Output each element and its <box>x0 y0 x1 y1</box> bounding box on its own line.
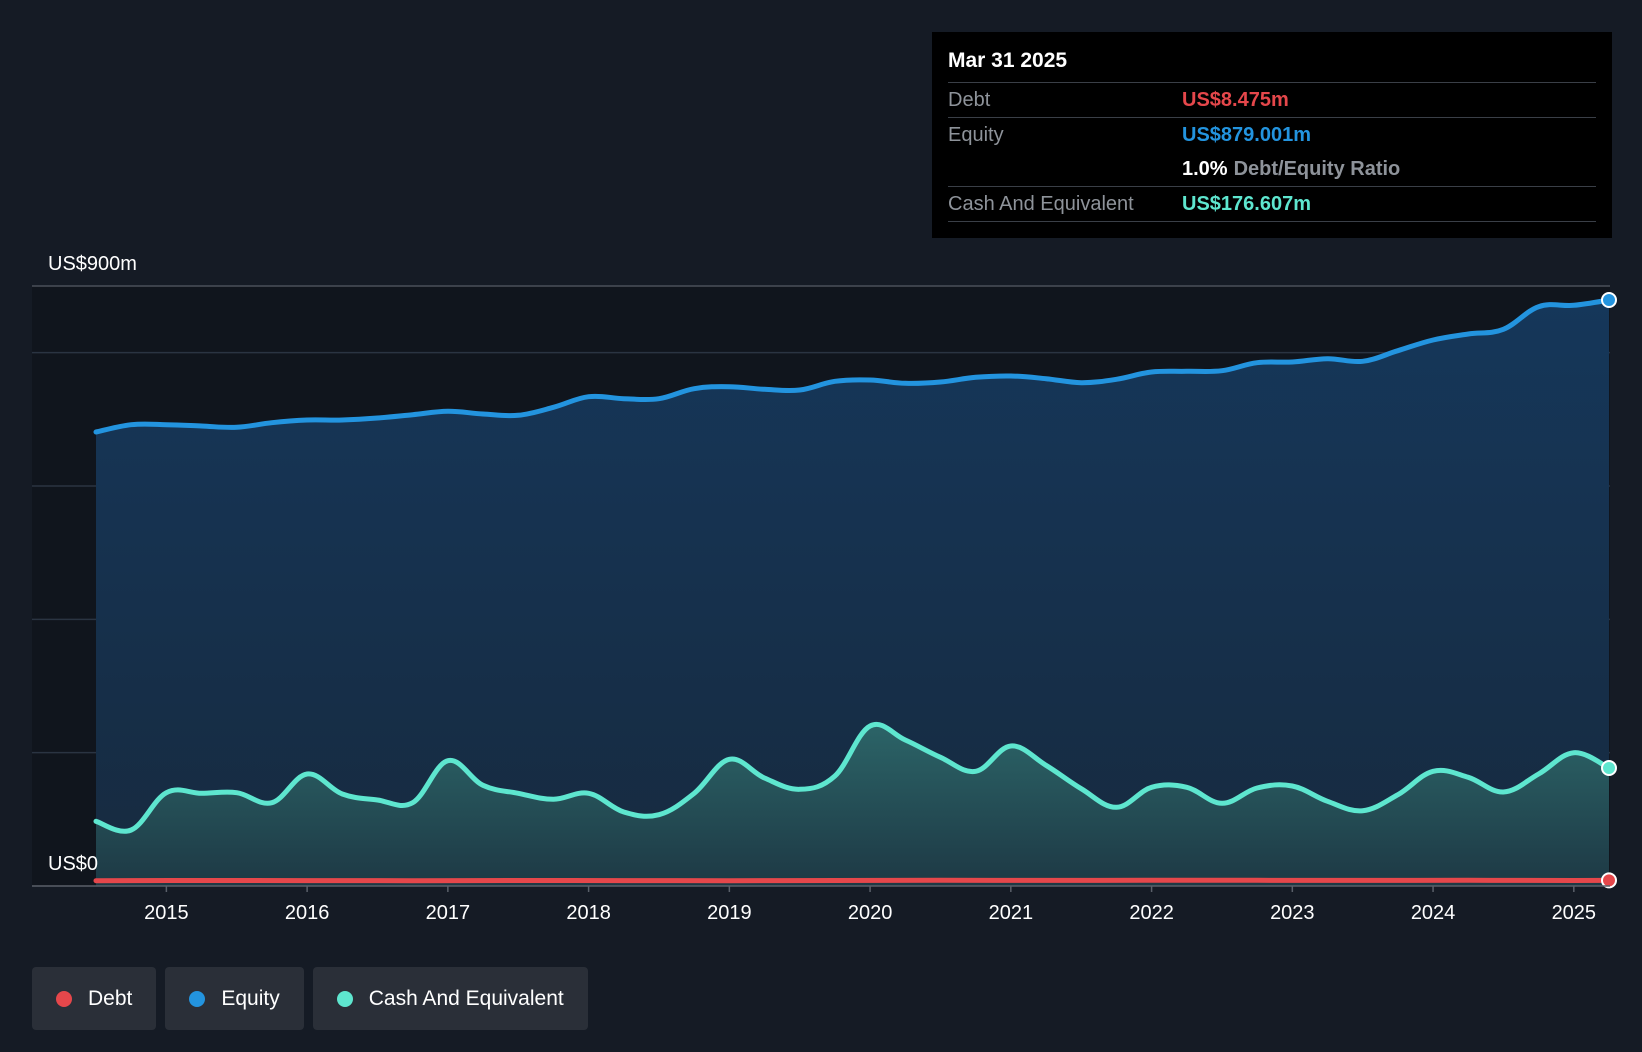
legend-item-equity[interactable]: Equity <box>165 967 304 1030</box>
tooltip-debt-value: US$8.475m <box>1182 89 1289 111</box>
tooltip-ratio-value: 1.0% <box>1182 158 1228 180</box>
legend-debt-label: Debt <box>88 986 133 1010</box>
cash-area <box>96 724 1609 886</box>
x-tick-label-2022: 2022 <box>1129 902 1174 924</box>
x-tick-label-2023: 2023 <box>1270 902 1315 924</box>
x-tick-label-2015: 2015 <box>144 902 189 924</box>
tooltip-panel: Mar 31 2025 Debt US$8.475m Equity US$879… <box>932 32 1612 238</box>
tooltip-ratio-row: 1.0% Debt/Equity Ratio <box>948 152 1596 186</box>
x-tick-label-2020: 2020 <box>848 902 893 924</box>
tooltip-equity-label: Equity <box>948 124 1004 146</box>
legend-cash-dot-icon <box>336 990 353 1007</box>
debt-end-point <box>1601 872 1617 889</box>
x-tick-label-2018: 2018 <box>566 902 611 924</box>
tooltip-debt-label: Debt <box>948 89 991 111</box>
tooltip-debt-row: Debt US$8.475m <box>948 82 1596 117</box>
y-bottom-label: US$0 <box>48 853 98 875</box>
equity-area <box>96 300 1609 886</box>
x-tick-label-2017: 2017 <box>426 902 471 924</box>
tooltip-equity-value: US$879.001m <box>1182 124 1311 146</box>
legend-equity-dot-icon <box>189 990 206 1007</box>
legend-debt-dot-icon <box>56 990 72 1007</box>
tooltip-equity-row: Equity US$879.001m <box>948 117 1596 152</box>
cash-line <box>93 722 1612 834</box>
tooltip-cash-row: Cash And Equivalent US$176.607m <box>948 186 1596 222</box>
y-top-label: US$900m <box>48 253 137 275</box>
x-tick-label-2019: 2019 <box>707 902 752 924</box>
x-tick-label-2016: 2016 <box>285 902 330 924</box>
tooltip-ratio-spacer <box>948 152 1182 186</box>
equity-line <box>93 297 1612 435</box>
x-axis-ticks: 2015 2016 2017 2018 2019 2020 2021 2022 2023 2024… <box>144 886 1596 924</box>
x-tick-label-2024: 2024 <box>1411 902 1456 924</box>
x-tick-label-2025: 2025 <box>1552 902 1597 924</box>
tooltip-ratio-label: Debt/Equity Ratio <box>1233 158 1401 180</box>
tooltip-cash-value: US$176.607m <box>1182 193 1311 215</box>
equity-end-point <box>1601 292 1617 308</box>
legend-cash-label: Cash And Equivalent <box>368 986 564 1010</box>
tooltip-date: Mar 31 2025 <box>948 49 1068 72</box>
x-tick-label-2021: 2021 <box>989 902 1034 924</box>
legend-equity-label: Equity <box>221 986 280 1010</box>
legend-item-cash[interactable]: Cash And Equivalent <box>312 967 588 1030</box>
cash-end-point <box>1601 760 1617 776</box>
chart-legend: Debt Equity Cash And Equivalent <box>32 967 588 1030</box>
legend-item-debt[interactable]: Debt <box>32 967 157 1030</box>
tooltip-cash-label: Cash And Equivalent <box>948 193 1134 215</box>
